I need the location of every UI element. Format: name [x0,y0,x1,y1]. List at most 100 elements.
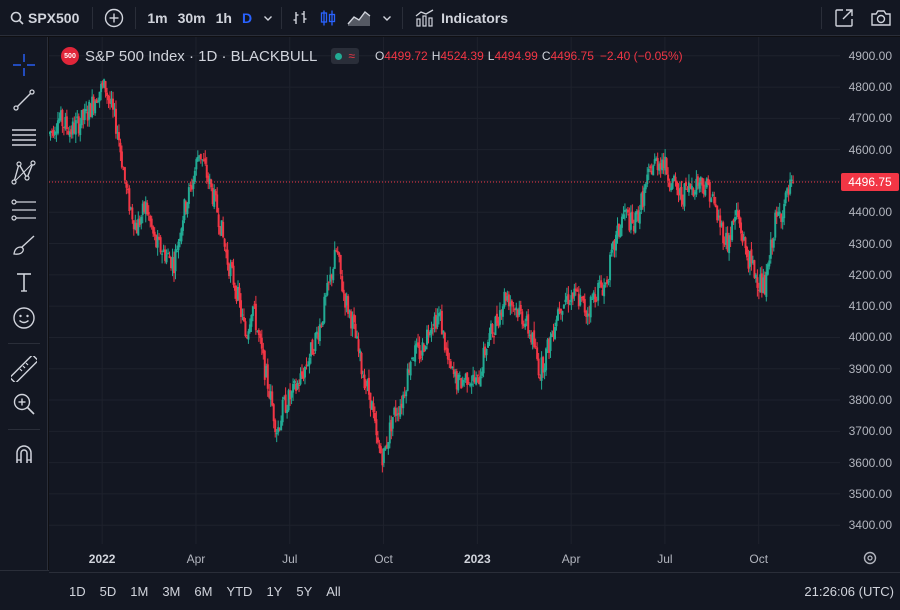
bar-chart-type-button[interactable] [286,0,314,36]
chart-type-dropdown[interactable] [376,0,398,36]
candle-body [539,377,542,379]
area-chart-type-button[interactable] [342,0,376,36]
candle-body [119,142,122,153]
magnet-tool[interactable] [8,438,40,470]
candle-body [509,302,512,307]
candle-body [705,178,708,188]
candle-body [296,382,299,389]
candle-body [420,356,423,358]
candle-body [710,198,713,203]
timeframe-D[interactable]: D [241,9,253,26]
price-axis[interactable]: 4900.004800.004700.004600.004500.004400.… [840,37,900,544]
utc-clock[interactable]: 21:26:06 (UTC) [804,584,894,599]
range-1D[interactable]: 1D [69,584,86,599]
measure-tool[interactable] [8,353,40,385]
candle-body [482,347,485,374]
candles-icon [320,10,336,25]
range-5D[interactable]: 5D [99,584,117,599]
symbol-badge: 500 [61,47,79,65]
timeframe-1h[interactable]: 1h [215,9,232,26]
range-YTD[interactable]: YTD [226,584,253,599]
timeframe-30m[interactable]: 30m [177,9,206,26]
range-1M[interactable]: 1M [130,584,149,599]
text-tool[interactable] [8,266,40,298]
candle-body [173,258,176,274]
candle-body [259,333,262,339]
candle-body [606,279,609,284]
candle-body [339,255,342,274]
trend-line-tool[interactable] [8,84,40,116]
candle-body [271,391,274,406]
candle-body [189,184,192,186]
candle-body [545,348,548,371]
candle-body [772,238,775,248]
candle-body [111,98,114,110]
time-tick-label: Jul [282,552,298,566]
brush-tool[interactable] [8,229,40,261]
candle-body [487,342,490,348]
candle-body [737,210,740,218]
candle-body [461,379,464,386]
fullscreen-button[interactable] [826,0,862,36]
candle-body [745,247,748,258]
candle-body [177,241,180,251]
timeframe-dropdown[interactable] [259,0,277,36]
candle-body [723,242,726,245]
fib-tool[interactable] [8,194,40,226]
candle-body [716,205,719,221]
candle-body [488,333,491,341]
candle-body [245,336,248,338]
toolbar-divider [8,343,40,344]
candle-body [714,204,717,207]
chart-pane[interactable]: 500 S&P 500 Index · 1D · BLACKBULL ≈ O 44… [49,37,840,544]
symbol-search[interactable]: SPX500 [0,0,86,36]
emoji-tool[interactable] [8,302,40,334]
candle-body [734,217,737,222]
candle-body [580,297,583,299]
candle-body [553,327,556,339]
snapshot-button[interactable] [862,0,900,36]
time-axis[interactable]: 2022 Apr Jul Oct 2023 Apr Jul Oct [49,544,840,572]
price-tick-label: 4800.00 [848,80,892,95]
horizontal-lines-tool[interactable] [8,121,40,153]
drawing-toolbar [0,37,48,570]
candle-body [196,156,199,162]
candle-body [406,368,409,391]
indicators-button[interactable]: Indicators [407,0,516,36]
zoom-tool[interactable] [8,388,40,420]
candle-body [391,417,394,429]
range-5Y[interactable]: 5Y [296,584,313,599]
chart-settings-corner[interactable] [840,544,900,572]
candle-body [598,282,601,284]
range-All[interactable]: All [326,584,341,599]
compare-symbol-button[interactable] [97,0,131,36]
candle-body [376,437,379,443]
candle-body [442,330,445,333]
candle-body [94,101,97,114]
legend-title: S&P 500 Index · 1D · BLACKBULL [85,47,318,65]
candles-chart-type-button[interactable] [314,0,342,36]
candle-body [399,406,402,417]
candle-body [689,184,692,188]
range-1Y[interactable]: 1Y [266,584,283,599]
candle-body [207,175,210,183]
candle-body [626,209,629,213]
timeframe-1m[interactable]: 1m [147,9,168,26]
candle-body [423,344,426,352]
candle-body [747,258,750,269]
candle-body [586,313,589,317]
range-3M[interactable]: 3M [162,584,181,599]
divider [402,6,404,29]
market-status[interactable]: ≈ [331,48,359,64]
price-tick-label: 4100.00 [848,299,892,314]
candle-body [324,295,327,297]
divider [281,6,283,29]
candle-body [434,314,437,329]
crosshair-tool[interactable] [8,49,40,81]
pattern-tool[interactable] [8,157,40,189]
candle-body [394,407,397,417]
candle-body [126,188,129,191]
range-6M[interactable]: 6M [194,584,213,599]
smiley-icon [13,307,35,329]
candle-body [116,132,119,134]
